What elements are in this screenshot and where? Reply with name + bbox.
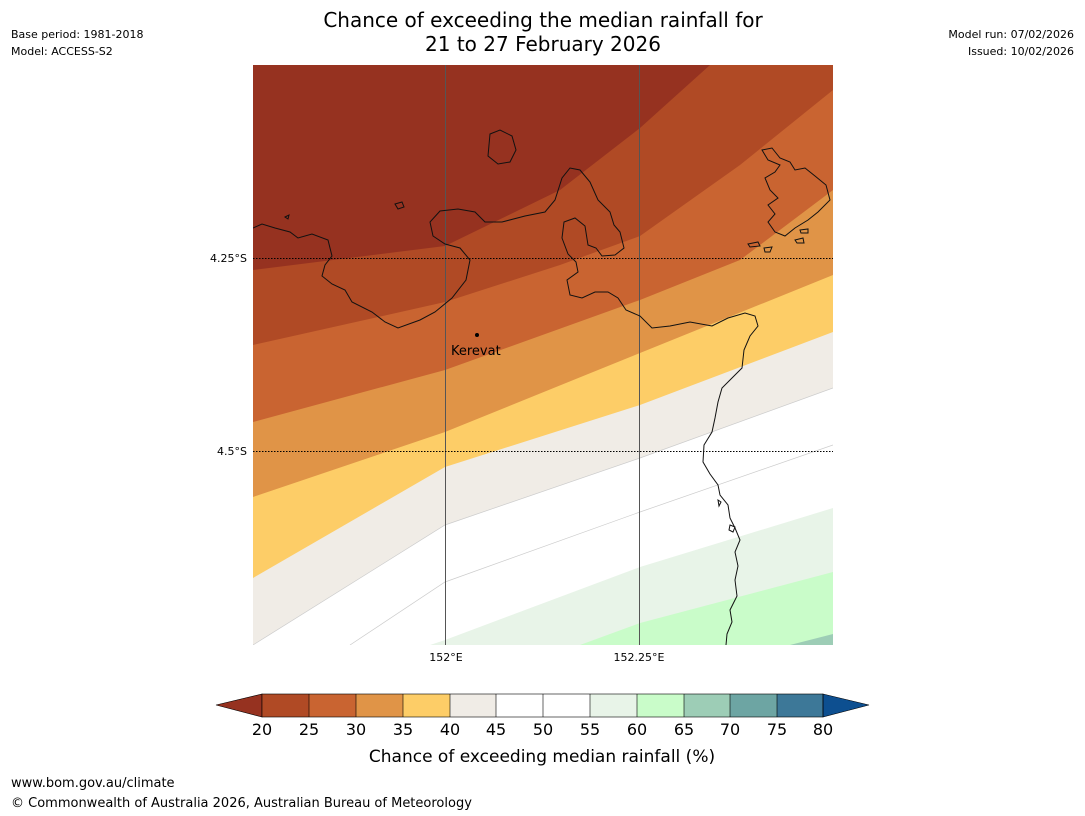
chart-title: Chance of exceeding the median rainfall … <box>243 8 843 56</box>
colorbar-swatch-55-60 <box>590 694 637 717</box>
colorbar-swatch-30-35 <box>356 694 403 717</box>
base-period-text: Base period: 1981-2018 <box>11 28 144 41</box>
colorbar-swatch-60-65 <box>637 694 684 717</box>
colorbar-tick: 50 <box>533 720 553 739</box>
issued-text: Issued: 10/02/2026 <box>967 45 1074 58</box>
contour-50b <box>349 444 833 645</box>
islet-1 <box>394 201 405 210</box>
islet-6 <box>799 228 809 234</box>
map-area <box>253 65 833 645</box>
coastline <box>253 129 831 645</box>
colorbar-tick: 20 <box>252 720 272 739</box>
islet-3 <box>747 241 761 248</box>
lon-label-152: 152°E <box>429 651 462 664</box>
islands-ne <box>761 147 831 237</box>
colorbar-tick: 25 <box>299 720 319 739</box>
footer-url[interactable]: www.bom.gov.au/climate <box>11 776 175 791</box>
islet-4 <box>763 246 773 253</box>
colorbar-swatch-70-75 <box>730 694 777 717</box>
colorbar-swatch-50-55 <box>543 694 590 717</box>
colorbar-tick: 30 <box>346 720 366 739</box>
title-line-2: 21 to 27 February 2026 <box>425 32 661 56</box>
coastline-main <box>253 167 759 645</box>
islet-8 <box>717 498 722 508</box>
title-line-1: Chance of exceeding the median rainfall … <box>323 8 763 32</box>
kerevat-label: Kerevat <box>451 344 501 359</box>
colorbar-ticks: 20 25 30 35 40 45 50 55 60 65 70 75 80 <box>252 720 833 739</box>
meta-right: Model run: 07/02/2026 Issued: 10/02/2026 <box>948 26 1074 60</box>
lon-label-152-25: 152.25°E <box>614 651 665 664</box>
colorbar-tick: 60 <box>627 720 647 739</box>
lat-label-4-25: 4.25°S <box>210 252 247 265</box>
colorbar-swatch-75-80 <box>777 694 823 717</box>
kerevat-marker <box>475 333 479 337</box>
islet-2 <box>284 214 290 220</box>
colorbar-tick: 45 <box>486 720 506 739</box>
colorbar-swatch-25-30 <box>309 694 356 717</box>
island-north <box>487 129 517 165</box>
islet-7 <box>728 524 736 533</box>
contour-50 <box>253 387 833 645</box>
footer-copyright: © Commonwealth of Australia 2026, Austra… <box>11 796 472 811</box>
colorbar-tick: 80 <box>813 720 833 739</box>
lat-label-4-5: 4.5°S <box>217 445 247 458</box>
islet-5 <box>794 237 805 244</box>
colorbar-swatch-40-45 <box>450 694 496 717</box>
meta-left: Base period: 1981-2018 Model: ACCESS-S2 <box>11 26 143 60</box>
band-60-65 <box>580 572 833 645</box>
colorbar: 20 25 30 35 40 45 50 55 60 65 70 75 80 C… <box>215 693 870 767</box>
colorbar-label: Chance of exceeding median rainfall (%) <box>369 747 715 767</box>
colorbar-tick: 70 <box>720 720 740 739</box>
colorbar-swatch-45-50 <box>496 694 543 717</box>
colorbar-outline <box>261 693 824 718</box>
colorbar-swatch-20-25 <box>262 694 309 717</box>
model-text: Model: ACCESS-S2 <box>11 45 113 58</box>
colorbar-tick: 55 <box>580 720 600 739</box>
colorbar-swatch-35-40 <box>403 694 450 717</box>
colorbar-tick: 65 <box>674 720 694 739</box>
model-run-text: Model run: 07/02/2026 <box>948 28 1074 41</box>
band-65-70 <box>790 634 833 645</box>
colorbar-over-arrow <box>822 693 870 718</box>
colorbar-tick: 40 <box>440 720 460 739</box>
colorbar-swatch-65-70 <box>684 694 730 717</box>
colorbar-tick: 75 <box>767 720 787 739</box>
colorbar-dividers <box>308 694 778 717</box>
colorbar-under-arrow <box>215 693 263 718</box>
colorbar-tick: 35 <box>393 720 413 739</box>
